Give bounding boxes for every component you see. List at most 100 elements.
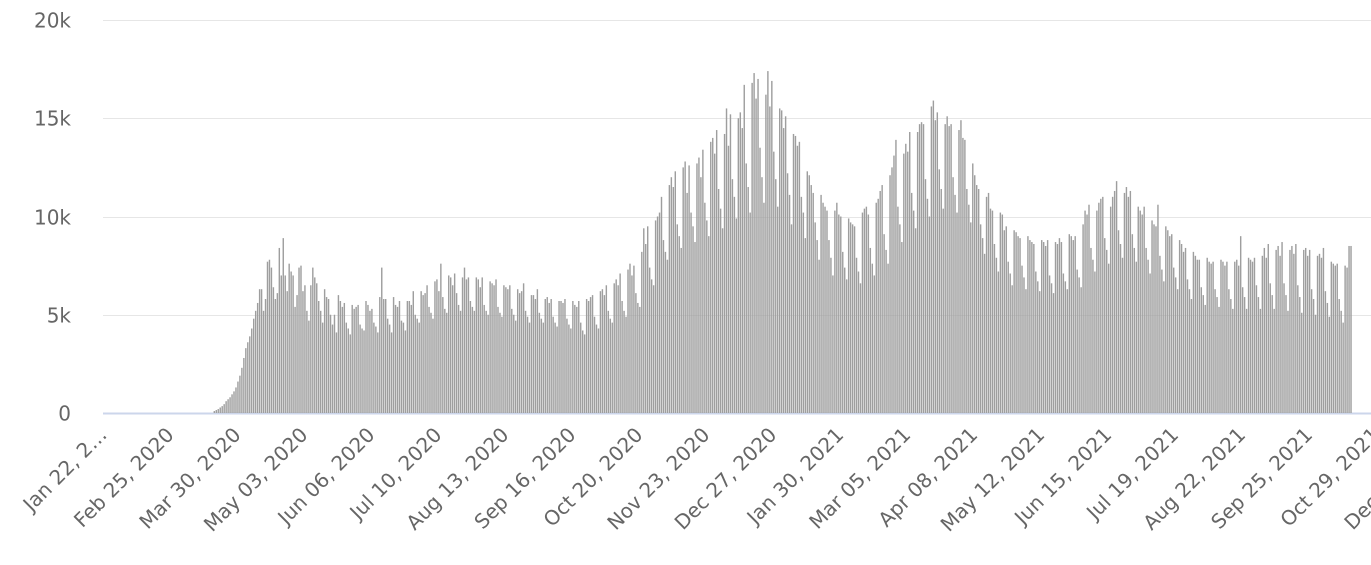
bar (1220, 259, 1222, 413)
bar (798, 141, 801, 413)
bar (881, 185, 883, 413)
bar (1178, 240, 1181, 413)
bar (840, 216, 842, 413)
bar (249, 336, 251, 413)
bar (812, 192, 814, 413)
bar (1092, 259, 1094, 413)
bar (842, 251, 844, 413)
bar (1117, 230, 1120, 413)
bar (1289, 249, 1291, 413)
bar (357, 304, 359, 413)
bar (647, 226, 649, 413)
bar (1245, 308, 1248, 413)
bar (306, 310, 308, 413)
bar (611, 322, 613, 413)
bar (556, 326, 558, 413)
bar (1013, 230, 1015, 413)
bar (1141, 214, 1143, 413)
bar (851, 224, 854, 413)
bar (631, 275, 633, 413)
bar (733, 196, 736, 413)
bar (343, 302, 346, 413)
bar (1334, 265, 1336, 414)
bar (1106, 249, 1108, 413)
bar (219, 407, 221, 413)
bar (960, 120, 962, 414)
bar (1293, 253, 1295, 413)
bar (743, 84, 745, 413)
bar (310, 285, 312, 413)
bar (1027, 236, 1029, 413)
bar (997, 271, 1000, 413)
bar (341, 306, 344, 413)
bar (583, 334, 586, 413)
bar (1316, 255, 1319, 413)
bar (1328, 316, 1331, 413)
bar (891, 167, 893, 414)
bar (542, 322, 545, 413)
bar (518, 293, 521, 413)
bar (253, 318, 255, 413)
bar (883, 234, 885, 413)
bar (1249, 259, 1252, 413)
bar (1123, 192, 1126, 413)
bar (912, 210, 915, 413)
bar (749, 212, 751, 413)
bar (804, 238, 807, 413)
bar (465, 279, 468, 413)
bar (383, 299, 385, 413)
bar (450, 277, 452, 413)
bar (1332, 263, 1334, 413)
bar (920, 122, 923, 414)
bar (589, 297, 592, 413)
bar (1169, 236, 1171, 413)
bar (607, 310, 610, 413)
bar (302, 291, 304, 413)
bar (268, 259, 271, 413)
bar (524, 310, 527, 413)
bar (572, 301, 574, 413)
bar (702, 149, 704, 413)
bar (414, 314, 416, 413)
bar (520, 291, 523, 413)
bar (379, 297, 381, 413)
bar (1257, 297, 1260, 413)
bar (692, 226, 694, 413)
bar (410, 304, 413, 413)
bar (485, 310, 487, 413)
bar (645, 244, 647, 413)
bar (719, 208, 722, 413)
bar (1084, 210, 1086, 413)
bar (544, 299, 546, 413)
bar (682, 167, 684, 414)
bar (802, 212, 805, 413)
bar (1188, 289, 1191, 413)
bar (323, 289, 326, 413)
bar (345, 322, 348, 413)
bar (314, 277, 316, 413)
bar (755, 98, 757, 413)
bar (637, 302, 639, 413)
bar (1044, 245, 1047, 413)
bar (511, 308, 513, 413)
bar (857, 271, 860, 413)
bar (574, 304, 576, 413)
bar (1267, 244, 1269, 413)
bar (436, 279, 438, 413)
bar (1048, 275, 1051, 413)
bar (623, 310, 625, 413)
bar (652, 285, 655, 413)
bar (1003, 230, 1005, 413)
bar (1318, 253, 1321, 413)
bar (779, 108, 781, 414)
bar (499, 312, 501, 413)
bar (909, 132, 911, 413)
bar (469, 301, 472, 413)
bar (497, 306, 499, 413)
bar (333, 314, 336, 413)
bar (408, 301, 411, 413)
bar (1161, 269, 1163, 413)
bar (1121, 257, 1124, 413)
bar (298, 267, 300, 413)
bar (970, 222, 972, 413)
